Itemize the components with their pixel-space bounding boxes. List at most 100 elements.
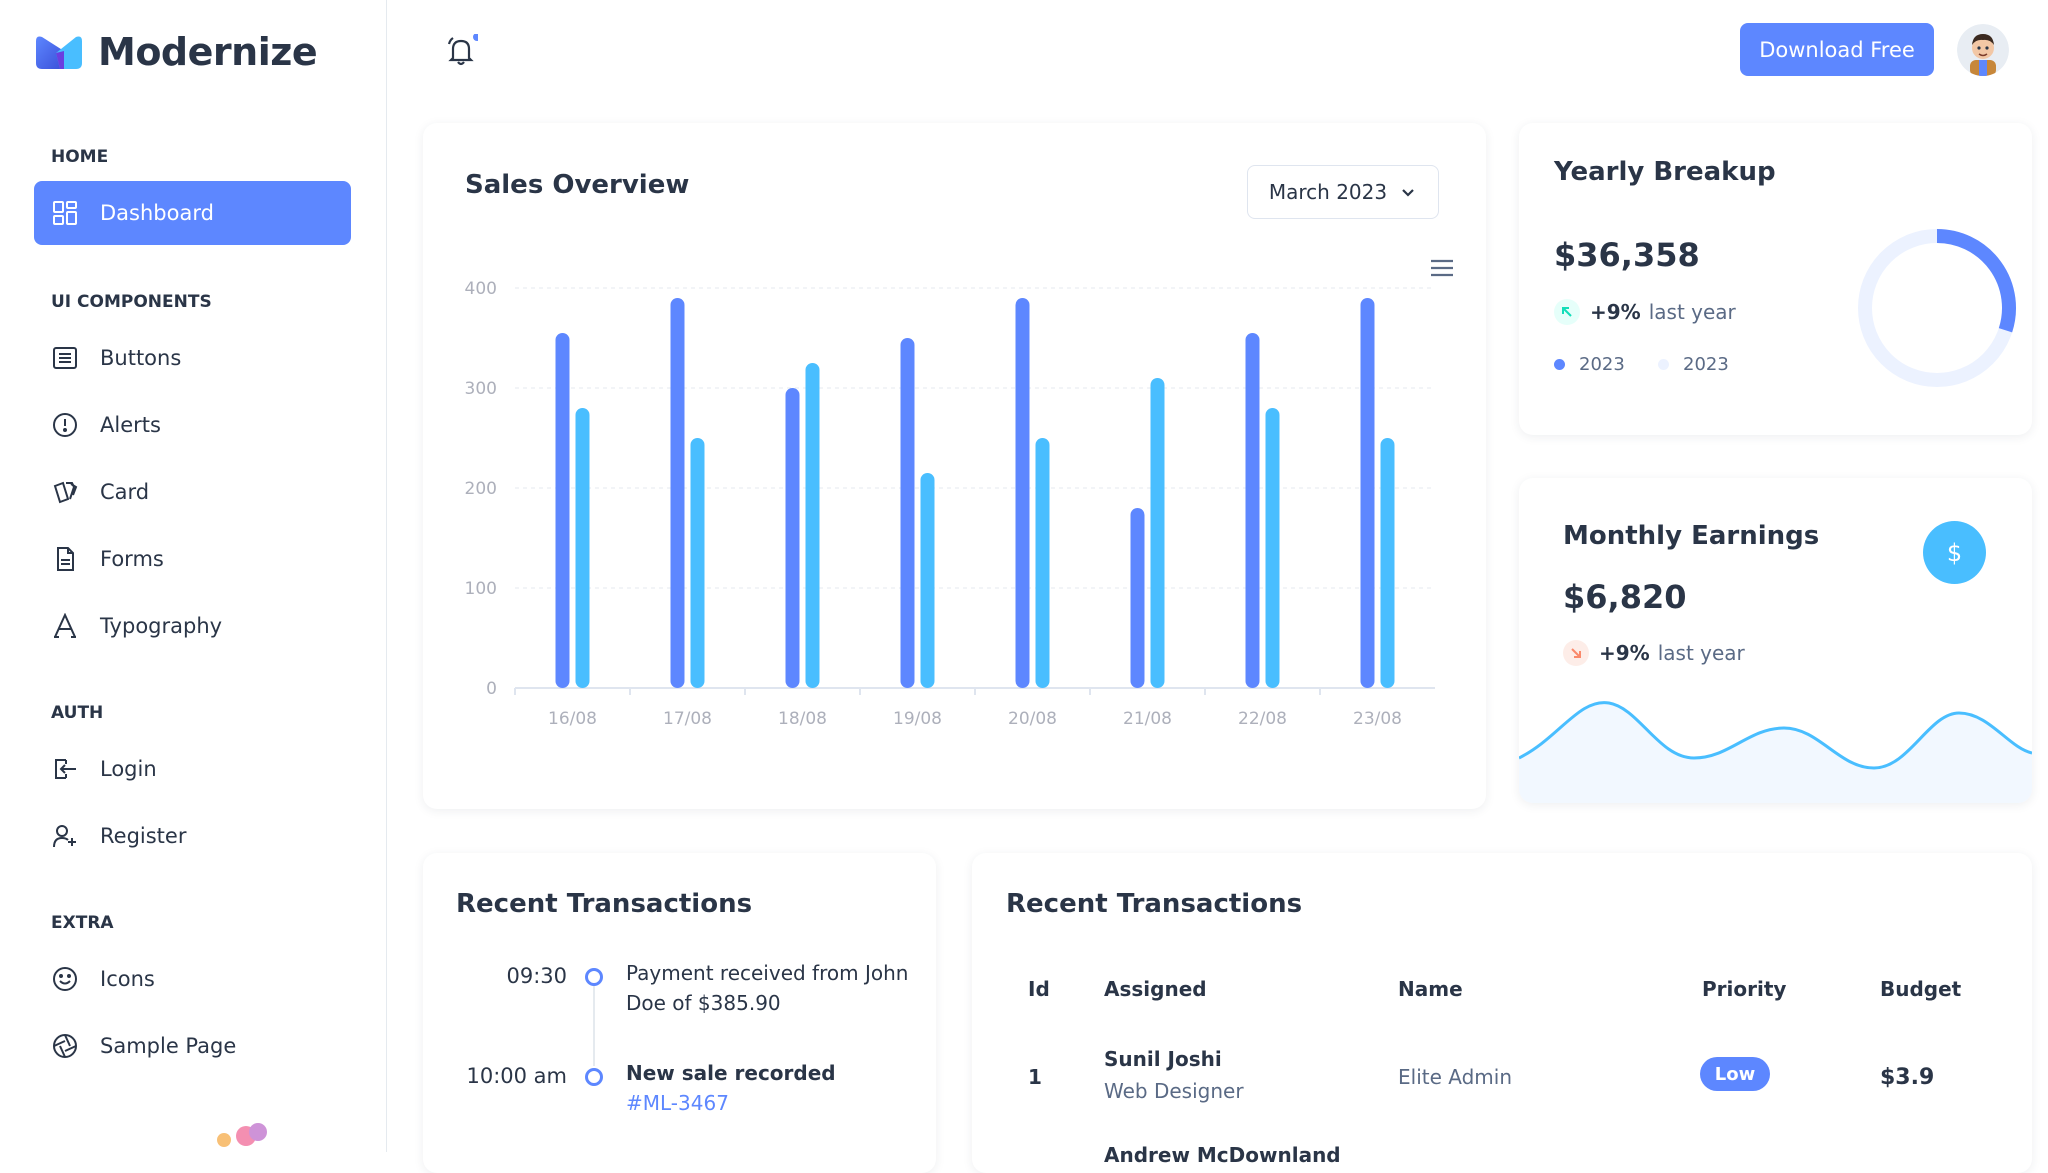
timeline-dot-icon bbox=[585, 1068, 603, 1086]
bar[interactable] bbox=[1245, 333, 1260, 688]
sidebar-item-label: Alerts bbox=[100, 413, 161, 437]
column-header-budget[interactable]: Budget bbox=[1880, 977, 1962, 1001]
period-select[interactable]: March 2023 bbox=[1247, 165, 1439, 219]
cards-icon bbox=[50, 477, 80, 507]
sidebar-item-label: Buttons bbox=[100, 346, 182, 370]
bar[interactable] bbox=[920, 473, 935, 688]
sales-overview-title: Sales Overview bbox=[465, 170, 690, 200]
cell-budget: $3.9 bbox=[1880, 1065, 1935, 1090]
recent-transactions-table-title: Recent Transactions bbox=[1006, 889, 1303, 919]
sidebar-item-forms[interactable]: Forms bbox=[34, 527, 351, 591]
bar[interactable] bbox=[900, 338, 915, 688]
bar[interactable] bbox=[1380, 438, 1395, 688]
x-tick-label: 17/08 bbox=[663, 709, 712, 729]
alert-circle-icon bbox=[50, 410, 80, 440]
recent-transactions-table-card bbox=[972, 853, 2032, 1173]
download-free-button[interactable]: Download Free bbox=[1740, 23, 1934, 76]
dollar-icon: $ bbox=[1923, 521, 1986, 584]
bar[interactable] bbox=[1360, 298, 1375, 688]
sidebar-item-label: Typography bbox=[100, 614, 223, 638]
x-tick-label: 22/08 bbox=[1238, 709, 1287, 729]
avatar[interactable] bbox=[1957, 24, 2009, 76]
x-tick-label: 23/08 bbox=[1353, 709, 1402, 729]
timeline-link[interactable]: #ML-3467 bbox=[626, 1091, 729, 1115]
bar[interactable] bbox=[555, 333, 570, 688]
column-header-priority[interactable]: Priority bbox=[1702, 977, 1787, 1001]
sidebar-item-alerts[interactable]: Alerts bbox=[34, 393, 351, 457]
yearly-breakup-title: Yearly Breakup bbox=[1554, 157, 1776, 187]
bar[interactable] bbox=[1150, 378, 1165, 688]
column-header-assigned[interactable]: Assigned bbox=[1104, 977, 1207, 1001]
monthly-earnings-value: $6,820 bbox=[1563, 578, 1687, 616]
priority-badge: Low bbox=[1700, 1057, 1770, 1091]
menu-icon[interactable] bbox=[1430, 258, 1454, 278]
timeline-connector bbox=[593, 986, 595, 1066]
timeline-text: Payment received from John Doe of $385.9… bbox=[626, 961, 909, 1015]
arrow-up-left-icon bbox=[1554, 299, 1580, 325]
sidebar-item-buttons[interactable]: Buttons bbox=[34, 326, 351, 390]
arrow-down-right-icon bbox=[1563, 640, 1589, 666]
sidebar-item-icons[interactable]: Icons bbox=[34, 947, 351, 1011]
cell-assigned: Andrew McDownland bbox=[1104, 1143, 1341, 1167]
sidebar-item-label: Register bbox=[100, 824, 187, 848]
typography-icon bbox=[50, 611, 80, 641]
sidebar-item-register[interactable]: Register bbox=[34, 804, 351, 868]
cell-assigned: Sunil Joshi bbox=[1104, 1047, 1222, 1071]
y-tick-label: 400 bbox=[465, 279, 497, 299]
yearly-delta: +9% last year bbox=[1554, 299, 1736, 325]
sidebar: Modernize HOME Dashboard UI COMPONENTS B… bbox=[0, 0, 387, 1152]
monthly-delta: +9% last year bbox=[1563, 640, 1745, 666]
bar[interactable] bbox=[805, 363, 820, 688]
bar[interactable] bbox=[785, 388, 800, 688]
modernize-logo-icon bbox=[36, 36, 82, 69]
sidebar-item-label: Sample Page bbox=[100, 1034, 237, 1058]
sidebar-item-sample-page[interactable]: Sample Page bbox=[34, 1014, 351, 1078]
sidebar-item-label: Forms bbox=[100, 547, 164, 571]
timeline-text: New sale recorded bbox=[626, 1061, 836, 1085]
sales-chart: 0 100 200 300 400 16/08 17/08 18/08 19/08 20/08 21… bbox=[465, 279, 1435, 729]
legend-dot-icon bbox=[1658, 359, 1669, 370]
legend-label: 2023 bbox=[1579, 354, 1625, 375]
brand-logo[interactable]: Modernize bbox=[34, 30, 318, 74]
earnings-sparkline bbox=[1519, 701, 2032, 803]
x-tick-label: 16/08 bbox=[548, 709, 597, 729]
recent-transactions-title: Recent Transactions bbox=[456, 889, 753, 919]
bar[interactable] bbox=[1015, 298, 1030, 688]
y-tick-label: 300 bbox=[465, 379, 497, 399]
x-tick-label: 20/08 bbox=[1008, 709, 1057, 729]
legend-label: 2023 bbox=[1683, 354, 1729, 375]
chevron-down-icon bbox=[1402, 189, 1414, 197]
y-tick-label: 200 bbox=[465, 479, 497, 499]
dashboard-icon bbox=[50, 198, 80, 228]
column-header-id[interactable]: Id bbox=[1028, 977, 1050, 1001]
sidebar-item-dashboard[interactable]: Dashboard bbox=[34, 181, 351, 245]
bar[interactable] bbox=[670, 298, 685, 688]
login-icon bbox=[50, 754, 80, 784]
cell-role: Web Designer bbox=[1104, 1079, 1244, 1103]
bar[interactable] bbox=[1035, 438, 1050, 688]
y-tick-label: 100 bbox=[465, 579, 497, 599]
bell-icon[interactable] bbox=[444, 34, 478, 68]
aperture-icon bbox=[50, 1031, 80, 1061]
yearly-delta-text: last year bbox=[1648, 300, 1736, 324]
x-tick-label: 21/08 bbox=[1123, 709, 1172, 729]
sidebar-item-label: Card bbox=[100, 480, 150, 504]
list-icon bbox=[50, 343, 80, 373]
x-tick-label: 19/08 bbox=[893, 709, 942, 729]
donut-slice bbox=[1936, 229, 2016, 333]
monthly-delta-percent: +9% bbox=[1599, 641, 1650, 665]
sidebar-item-card[interactable]: Card bbox=[34, 460, 351, 524]
sidebar-item-typography[interactable]: Typography bbox=[34, 594, 351, 658]
bar[interactable] bbox=[575, 408, 590, 688]
file-icon bbox=[50, 544, 80, 574]
period-select-value: March 2023 bbox=[1268, 180, 1388, 204]
bar[interactable] bbox=[1130, 508, 1145, 688]
timeline-content: New sale recorded #ML-3467 bbox=[626, 1058, 926, 1118]
bar[interactable] bbox=[1265, 408, 1280, 688]
column-header-name[interactable]: Name bbox=[1398, 977, 1463, 1001]
nav-caption-extra: EXTRA bbox=[51, 913, 114, 933]
timeline-time: 09:30 bbox=[506, 964, 567, 988]
sidebar-item-login[interactable]: Login bbox=[34, 737, 351, 801]
sidebar-item-label: Icons bbox=[100, 967, 155, 991]
bar[interactable] bbox=[690, 438, 705, 688]
